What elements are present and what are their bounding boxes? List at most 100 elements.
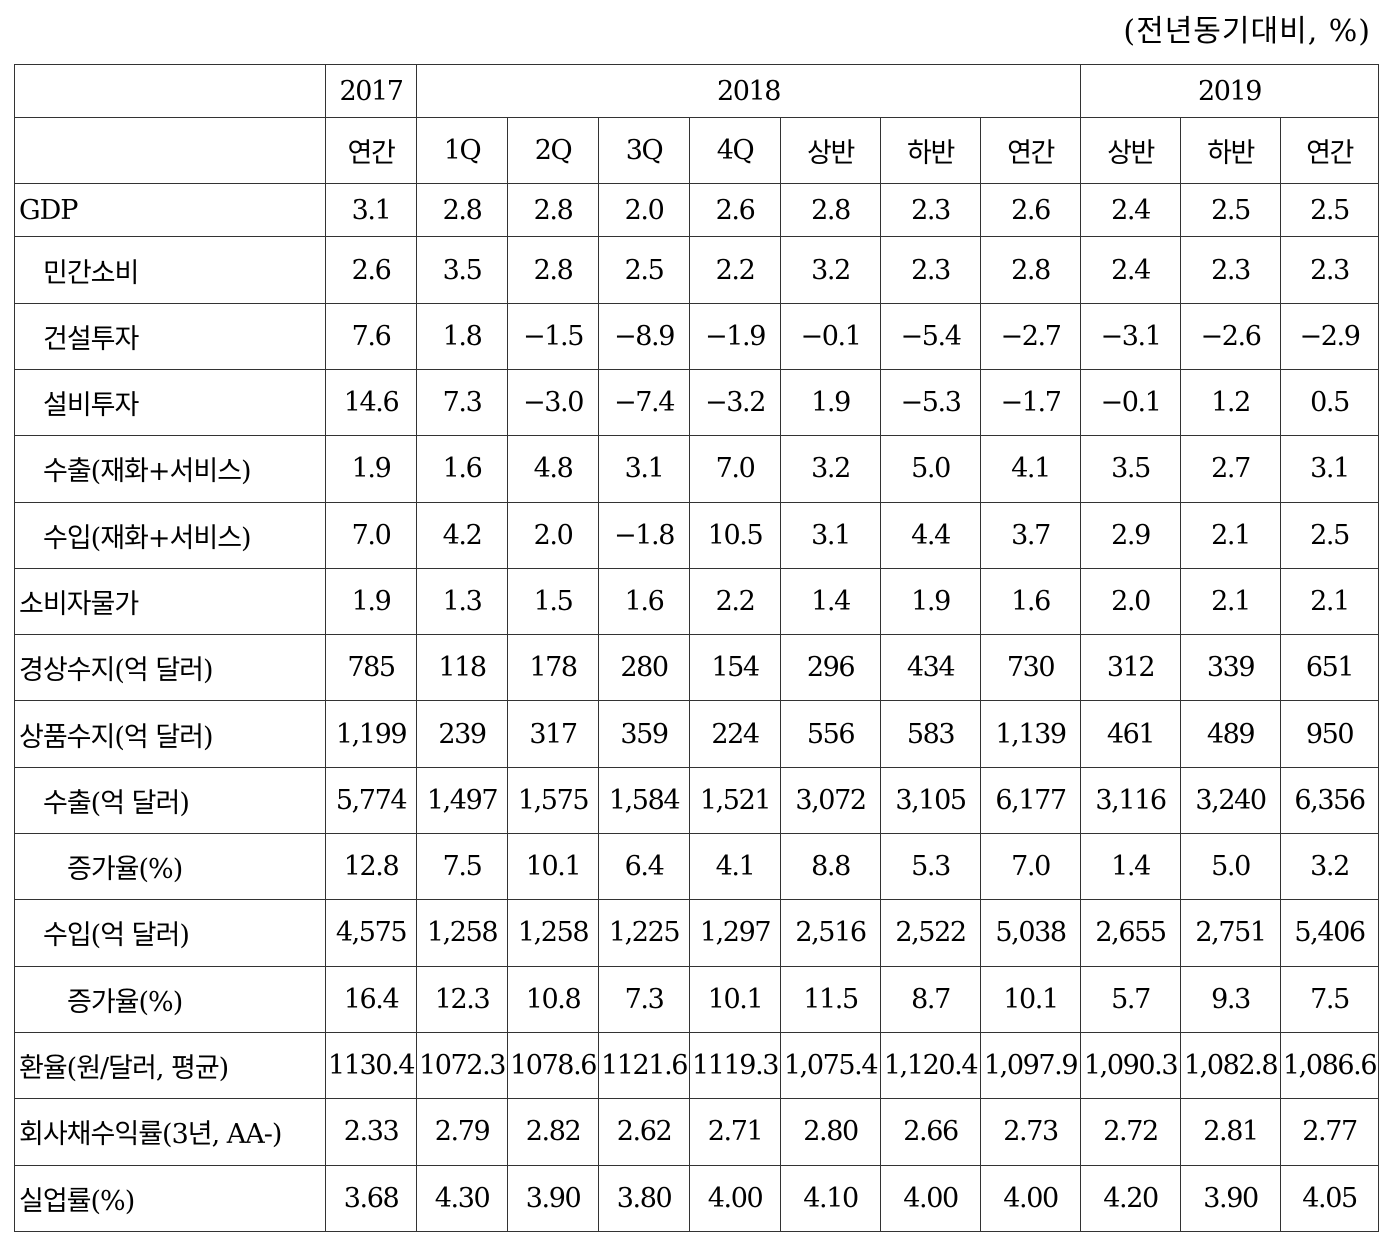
value-cell: 2.1 xyxy=(1180,567,1282,636)
value-cell: 950 xyxy=(1280,700,1380,768)
value-cell: 3,240 xyxy=(1180,766,1282,835)
value-cell: 556 xyxy=(780,700,881,768)
value-cell: 12.8 xyxy=(325,833,417,901)
row-label: 건설투자 xyxy=(14,302,326,370)
row-label: GDP xyxy=(14,183,326,238)
row-label: 수입(재화+서비스) xyxy=(14,501,326,569)
value-cell: 4.20 xyxy=(1080,1164,1182,1233)
value-cell: 16.4 xyxy=(325,965,417,1033)
value-cell: 3.2 xyxy=(1280,833,1380,901)
value-cell: 2.33 xyxy=(325,1098,417,1166)
value-cell: 3.68 xyxy=(325,1164,417,1233)
table-row: 설비투자 14.6 7.3 −3.0 −7.4 −3.2 1.9 −5.3 −1.7 −0.1 1.… xyxy=(14,368,1380,437)
value-cell: 1,521 xyxy=(689,766,781,835)
row-label: 증가율(%) xyxy=(14,833,326,901)
value-cell: 2.4 xyxy=(1080,183,1182,238)
value-cell: 154 xyxy=(689,634,781,702)
period-header: 4Q xyxy=(689,117,781,185)
value-cell: 3.1 xyxy=(598,435,690,503)
value-cell: 7.3 xyxy=(598,965,690,1033)
row-label: 실업률(%) xyxy=(14,1164,326,1233)
value-cell: 4.1 xyxy=(979,435,1082,503)
value-cell: 1.6 xyxy=(979,567,1082,636)
value-cell: 3.2 xyxy=(780,236,881,304)
value-cell: 785 xyxy=(325,634,417,702)
unit-note: (전년동기대비, %) xyxy=(1123,14,1371,49)
value-cell: 2.80 xyxy=(780,1098,881,1166)
value-cell: 224 xyxy=(689,700,781,768)
value-cell: 730 xyxy=(979,634,1082,702)
table-row: 환율(원/달러, 평균) 1130.4 1072.3 1078.6 1121.6 1119… xyxy=(14,1031,1380,1100)
value-cell: 1,090.3 xyxy=(1080,1031,1182,1100)
table-row: 회사채수익률(3년, AA-) 2.33 2.79 2.82 2.62 2.71 2.80 2… xyxy=(14,1098,1380,1166)
value-cell: 280 xyxy=(598,634,690,702)
value-cell: 1,584 xyxy=(598,766,690,835)
value-cell: 8.8 xyxy=(780,833,881,901)
value-cell: 3,116 xyxy=(1080,766,1182,835)
value-cell: 317 xyxy=(507,700,599,768)
value-cell: −3.1 xyxy=(1080,302,1182,370)
value-cell: 2.82 xyxy=(507,1098,599,1166)
value-cell: 2.3 xyxy=(880,183,981,238)
value-cell: 7.0 xyxy=(689,435,781,503)
value-cell: 1,086.6 xyxy=(1280,1031,1380,1100)
value-cell: 2.1 xyxy=(1180,501,1282,569)
period-header: 연간 xyxy=(979,117,1082,185)
table-row: 수출(재화+서비스) 1.9 1.6 4.8 3.1 7.0 3.2 5.0 4.1 3.5 2.7… xyxy=(14,435,1380,503)
value-cell: 2.0 xyxy=(598,183,690,238)
value-cell: 1,258 xyxy=(507,899,599,967)
value-cell: 1,225 xyxy=(598,899,690,967)
value-cell: 178 xyxy=(507,634,599,702)
value-cell: 5.0 xyxy=(880,435,981,503)
value-cell: 2,655 xyxy=(1080,899,1182,967)
value-cell: 434 xyxy=(880,634,981,702)
value-cell: 2.9 xyxy=(1080,501,1182,569)
value-cell: 2.3 xyxy=(1280,236,1380,304)
value-cell: 2.5 xyxy=(1180,183,1282,238)
value-cell: 2.8 xyxy=(507,183,599,238)
row-label: 상품수지(억 달러) xyxy=(14,700,326,768)
header-corner-cell xyxy=(14,63,326,119)
value-cell: 1,139 xyxy=(979,700,1082,768)
table-row: 소비자물가 1.9 1.3 1.5 1.6 2.2 1.4 1.9 1.6 2.0 2.1 2.1 xyxy=(14,567,1380,636)
value-cell: 1,199 xyxy=(325,700,417,768)
row-label: 수출(재화+서비스) xyxy=(14,435,326,503)
value-cell: 5.7 xyxy=(1080,965,1182,1033)
economic-outlook-table: 2017 2018 2019 연간 1Q 2Q 3Q 4Q 상반 하반 연간 상… xyxy=(14,63,1380,1233)
year-2018: 2018 xyxy=(415,63,1082,119)
value-cell: 2.66 xyxy=(880,1098,981,1166)
value-cell: 7.0 xyxy=(325,501,417,569)
value-cell: 4.1 xyxy=(689,833,781,901)
value-cell: 2,516 xyxy=(780,899,881,967)
value-cell: 296 xyxy=(780,634,881,702)
value-cell: 1.9 xyxy=(780,368,881,437)
value-cell: 1.6 xyxy=(416,435,508,503)
period-header: 하반 xyxy=(1180,117,1282,185)
value-cell: 2.8 xyxy=(416,183,508,238)
value-cell: 2.6 xyxy=(979,183,1082,238)
value-cell: 1,075.4 xyxy=(780,1031,881,1100)
value-cell: 2.8 xyxy=(979,236,1082,304)
value-cell: 1130.4 xyxy=(325,1031,417,1100)
table-row: 증가율(%) 16.4 12.3 10.8 7.3 10.1 11.5 8.7 10.1 5.7 9… xyxy=(14,965,1380,1033)
value-cell: 1,497 xyxy=(416,766,508,835)
value-cell: 1119.3 xyxy=(689,1031,781,1100)
value-cell: 2.73 xyxy=(979,1098,1082,1166)
value-cell: 10.5 xyxy=(689,501,781,569)
table-row: 수출(억 달러) 5,774 1,497 1,575 1,584 1,521 3,072 3,… xyxy=(14,766,1380,835)
value-cell: −5.3 xyxy=(880,368,981,437)
row-label: 민간소비 xyxy=(14,236,326,304)
value-cell: 7.0 xyxy=(979,833,1082,901)
value-cell: 4.00 xyxy=(979,1164,1082,1233)
period-header-row: 연간 1Q 2Q 3Q 4Q 상반 하반 연간 상반 하반 연간 xyxy=(14,117,1380,185)
value-cell: 2.72 xyxy=(1080,1098,1182,1166)
value-cell: 0.5 xyxy=(1280,368,1380,437)
value-cell: 239 xyxy=(416,700,508,768)
value-cell: 1078.6 xyxy=(507,1031,599,1100)
period-header: 1Q xyxy=(416,117,508,185)
value-cell: 4.10 xyxy=(780,1164,881,1233)
value-cell: 6.4 xyxy=(598,833,690,901)
value-cell: 5.3 xyxy=(880,833,981,901)
period-header: 상반 xyxy=(780,117,881,185)
value-cell: −5.4 xyxy=(880,302,981,370)
